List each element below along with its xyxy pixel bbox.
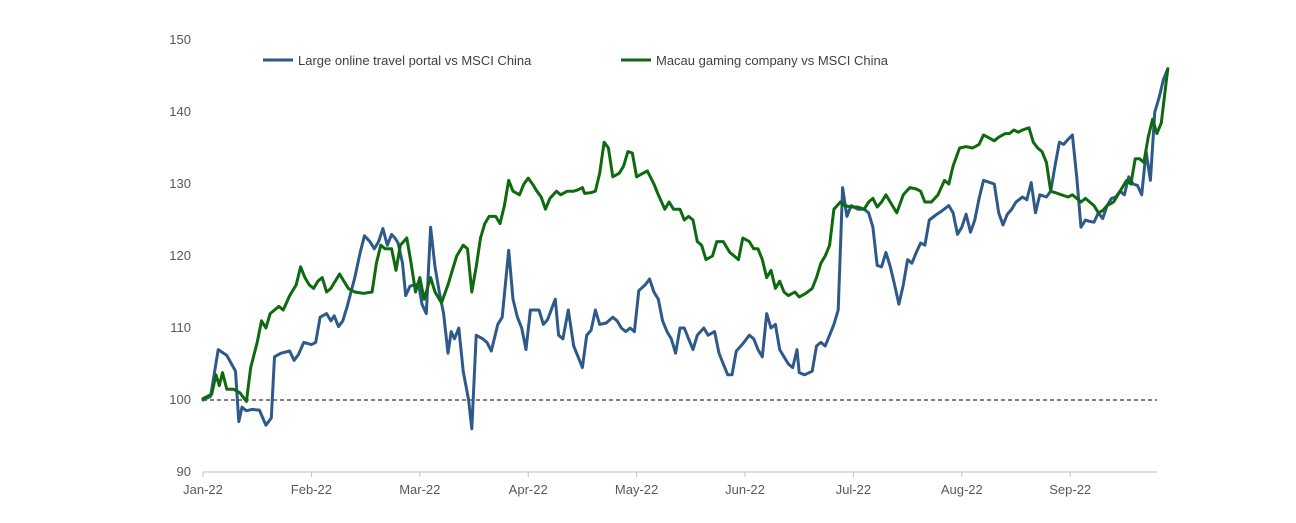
x-tick-label: May-22 [615,482,658,497]
y-tick-label: 120 [169,248,191,263]
series-line-macau-gaming [201,67,1170,403]
x-tick-label: Mar-22 [399,482,440,497]
x-tick-label: Apr-22 [509,482,548,497]
series-lines [201,67,1170,431]
x-tick-label: Feb-22 [291,482,332,497]
x-tick-label: Jun-22 [725,482,765,497]
x-axis-ticks: Jan-22 Feb-22 Mar-22 Apr-22 May-22 Jun-22 Jul-… [183,472,1091,497]
series-line-online-travel [201,67,1170,431]
legend-label-online-travel: Large online travel portal vs MSCI China [298,53,532,68]
y-tick-label: 130 [169,176,191,191]
legend: Large online travel portal vs MSCI China… [263,53,889,68]
x-tick-label: Jan-22 [183,482,223,497]
y-tick-label: 150 [169,32,191,47]
x-tick-label: Jul-22 [836,482,871,497]
y-tick-label: 100 [169,392,191,407]
y-tick-label: 110 [170,320,191,335]
legend-label-macau-gaming: Macau gaming company vs MSCI China [656,53,889,68]
y-tick-label: 140 [169,104,191,119]
x-tick-label: Aug-22 [941,482,983,497]
x-tick-label: Sep-22 [1049,482,1091,497]
y-tick-label: 90 [177,464,191,479]
y-axis-ticks: 90 100 110 120 130 140 150 [169,32,191,479]
